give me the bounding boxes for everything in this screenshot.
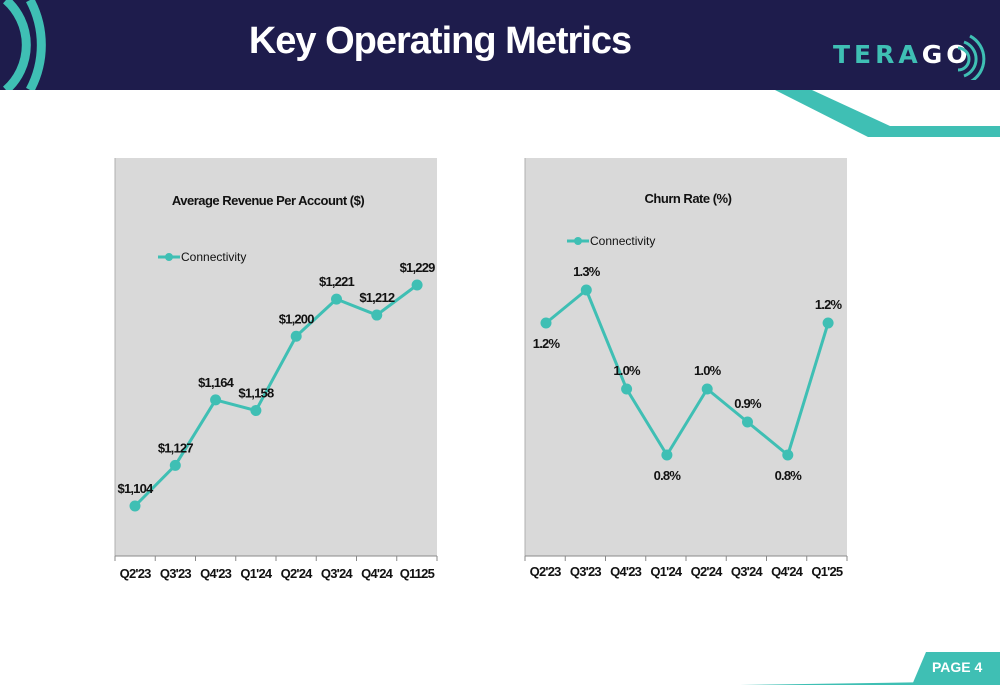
data-label: $1,164 [198,375,235,390]
x-tick-label: Q2'24 [281,566,313,581]
x-tick-label: Q2'23 [530,564,561,579]
data-label: 1.2% [815,297,843,312]
x-tick-label: Q2'24 [691,564,723,579]
arpa-chart: Average Revenue Per Account ($) Connectiv… [114,158,438,581]
data-point [742,416,753,428]
data-label: $1,158 [238,386,274,401]
data-point [169,459,181,471]
legend-marker [165,253,173,261]
logo-text-main: TERA [833,40,922,69]
x-tick-label: Q4'23 [610,564,641,579]
series-line [133,283,418,508]
data-point [580,284,592,296]
data-label: 0.8% [654,468,682,483]
data-point [822,317,834,329]
data-label: 1.2% [533,336,561,351]
chart-title: Churn Rate (%) [645,191,732,206]
data-label: $1,200 [279,311,315,326]
legend-label: Connectivity [590,234,655,248]
data-label: 0.9% [734,396,762,411]
data-point [621,383,633,395]
churn-chart: Churn Rate (%) Connectivity 1.2% 1.3% 1.0% 0.… [524,158,848,579]
x-tick-label: Q2'23 [120,566,151,581]
data-label: $1,104 [118,481,155,496]
series-line [545,288,830,457]
page-title: Key Operating Metrics [248,20,632,62]
data-point [250,405,262,417]
page-number: PAGE 4 [932,659,983,675]
data-label: $1,229 [400,260,436,275]
x-tick-label: Q3'23 [570,564,601,579]
x-tick-label: Q3'24 [731,564,763,579]
x-tick-label: Q1125 [400,566,435,581]
data-label: $1,127 [158,440,194,455]
data-point [411,279,423,291]
data-point [661,449,673,461]
plot-area [525,158,847,556]
plot-area [115,158,437,556]
data-point [701,383,713,395]
x-tick-label: Q1'24 [240,566,272,581]
data-point [129,500,141,512]
data-label: $1,212 [359,290,395,305]
header-bar [0,0,1000,90]
data-point [371,309,383,321]
data-point [331,293,342,305]
x-tick-label: Q4'24 [361,566,393,581]
x-tick-label: Q3'23 [160,566,191,581]
data-point [782,449,794,461]
x-tick-label: Q4'23 [200,566,231,581]
data-label: 1.0% [613,363,641,378]
legend-label: Connectivity [181,250,246,264]
x-tick-label: Q4'24 [771,564,803,579]
legend-marker [574,237,582,245]
data-label: $1,221 [319,274,355,289]
data-label: 1.3% [573,264,601,279]
x-tick-label: Q1'25 [811,564,842,579]
data-point [210,394,222,406]
data-label: 1.0% [694,363,722,378]
x-tick-label: Q1'24 [650,564,682,579]
logo-text-accent: GO [921,40,972,69]
chart-title: Average Revenue Per Account ($) [172,193,364,208]
data-point [290,330,302,342]
data-label: 0.8% [775,468,803,483]
data-point [540,317,552,329]
header-accent-stripe [775,90,1000,137]
company-logo: TERAGO [833,40,972,69]
header-arc-decoration [2,0,46,90]
x-tick-label: Q3'24 [321,566,353,581]
logo-waves-icon [957,34,986,80]
